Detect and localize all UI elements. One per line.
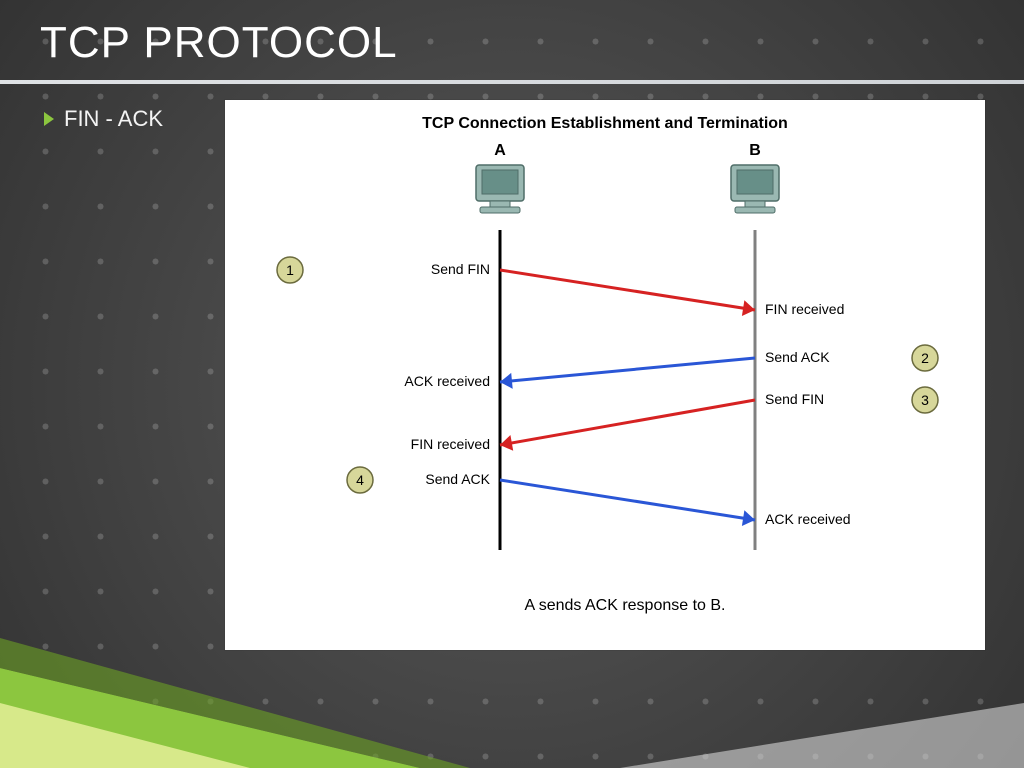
computer-icon — [731, 165, 779, 213]
arrow-3 — [500, 400, 755, 451]
host-a-label: A — [494, 142, 506, 159]
step-bubble: 1 — [277, 257, 303, 283]
host-b-label: B — [749, 142, 761, 159]
arrow-recv-label: ACK received — [404, 373, 490, 389]
svg-text:3: 3 — [921, 392, 929, 408]
svg-text:2: 2 — [921, 350, 929, 366]
arrow-send-label: Send ACK — [765, 349, 830, 365]
slide: TCP PROTOCOL FIN - ACK TCP Connection Es… — [0, 0, 1024, 768]
arrow-4 — [500, 480, 755, 526]
bullet-arrow-icon — [44, 112, 54, 126]
arrow-send-label: Send FIN — [431, 261, 490, 277]
diagram-title: TCP Connection Establishment and Termina… — [422, 115, 788, 132]
step-bubble: 4 — [347, 467, 373, 493]
title-underline — [0, 80, 1024, 84]
arrow-recv-label: FIN received — [765, 301, 844, 317]
bullet-item: FIN - ACK — [44, 106, 163, 132]
arrow-2 — [500, 358, 755, 389]
slide-title: TCP PROTOCOL — [40, 18, 398, 68]
tcp-diagram: TCP Connection Establishment and Termina… — [225, 100, 985, 650]
arrow-recv-label: ACK received — [765, 511, 851, 527]
arrow-send-label: Send FIN — [765, 391, 824, 407]
diagram-panel: TCP Connection Establishment and Termina… — [225, 100, 985, 650]
svg-text:1: 1 — [286, 262, 294, 278]
arrow-send-label: Send ACK — [425, 471, 490, 487]
svg-text:4: 4 — [356, 472, 364, 488]
step-bubble: 2 — [912, 345, 938, 371]
arrow-1 — [500, 270, 755, 316]
arrow-recv-label: FIN received — [411, 436, 490, 452]
step-bubble: 3 — [912, 387, 938, 413]
bullet-text: FIN - ACK — [64, 106, 163, 131]
computer-icon — [476, 165, 524, 213]
diagram-caption: A sends ACK response to B. — [524, 597, 725, 614]
